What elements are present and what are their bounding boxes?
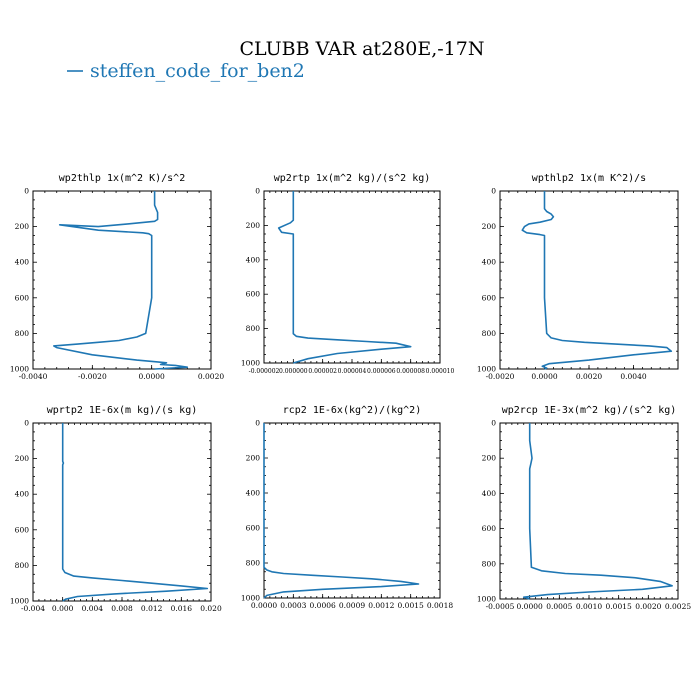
y-tick-label: 400	[246, 255, 261, 264]
x-tick-label: -0.000002	[249, 368, 280, 375]
series-line	[61, 423, 209, 602]
y-tick-label: 400	[15, 490, 30, 499]
y-tick-label: 1000	[477, 595, 496, 604]
panel-3: wpthlp2 1x(m K^2)/s 0 200 400 600 800 1000-0.0…	[477, 173, 679, 381]
x-tick-label: 0.012	[141, 604, 163, 613]
y-tick-label: 800	[246, 559, 261, 568]
y-tick-label: 1000	[241, 594, 260, 603]
panel-title: wp2rcp 1E-3x(m^2 kg)/(s^2 kg)	[502, 405, 677, 416]
x-tick-label: 0.0010	[576, 602, 602, 611]
x-tick-label: -0.004	[21, 604, 45, 613]
legend-label: steffen_code_for_ben2	[90, 60, 305, 82]
x-tick-label: 0.0015	[398, 601, 424, 610]
x-tick-label: -0.0020	[486, 372, 515, 381]
panel-2: wp2rtp 1x(m^2 kg)/(s^2 kg) 0 200 400 600 800 1…	[241, 173, 455, 375]
panel-4: wprtp2 1E-6x(m kg)/(s kg) 0 200 400 600 800 10…	[10, 405, 222, 613]
plot-frame	[263, 190, 441, 364]
y-tick-label: 0	[491, 187, 496, 196]
x-tick-label: 0.000010	[426, 368, 455, 375]
x-tick-label: 0.0000	[251, 601, 277, 610]
plot-frame	[32, 190, 212, 370]
x-tick-label: 0.000002	[308, 368, 337, 375]
x-tick-label: 0.000006	[367, 368, 396, 375]
y-tick-label: 600	[15, 525, 30, 534]
panel-title: rcp2 1E-6x(kg^2)/(kg^2)	[283, 405, 421, 416]
x-tick-label: 0.000000	[279, 368, 308, 375]
y-tick-label: 200	[15, 222, 30, 231]
x-tick-label: 0.0018	[427, 601, 453, 610]
y-tick-label: 400	[15, 258, 30, 267]
series-line	[263, 423, 420, 599]
y-tick-label: 600	[482, 293, 497, 302]
y-tick-label: 800	[246, 324, 261, 333]
x-tick-label: 0.0000	[531, 372, 557, 381]
x-tick-label: 0.020	[200, 604, 222, 613]
y-tick-label: 200	[482, 222, 497, 231]
y-tick-label: 400	[482, 258, 497, 267]
x-tick-label: 0.016	[171, 604, 193, 613]
x-tick-label: 0.0005	[546, 602, 572, 611]
plot-frame	[263, 422, 441, 599]
panel-title: wp2rtp 1x(m^2 kg)/(s^2 kg)	[274, 173, 431, 184]
y-tick-label: 0	[24, 419, 29, 428]
y-tick-label: 0	[255, 187, 260, 196]
y-tick-label: 1000	[10, 365, 29, 374]
y-tick-label: 800	[482, 559, 497, 568]
x-tick-label: 0.000	[52, 604, 74, 613]
y-tick-label: 600	[482, 524, 497, 533]
x-tick-label: 0.0040	[620, 372, 646, 381]
panel-title: wpthlp2 1x(m K^2)/s	[532, 173, 646, 184]
y-tick-label: 800	[15, 561, 30, 570]
x-tick-label: 0.000004	[338, 368, 367, 375]
series-line	[52, 191, 189, 370]
y-tick-label: 800	[482, 329, 497, 338]
series-line	[521, 191, 673, 370]
x-tick-label: 0.0003	[280, 601, 306, 610]
panel-title: wprtp2 1E-6x(m kg)/(s kg)	[47, 405, 198, 416]
y-tick-label: 200	[246, 221, 261, 230]
y-tick-label: 400	[246, 489, 261, 498]
y-tick-label: 200	[15, 454, 30, 463]
x-tick-label: 0.0020	[635, 602, 661, 611]
y-tick-label: 0	[24, 187, 29, 196]
y-tick-label: 600	[15, 293, 30, 302]
x-tick-label: 0.000008	[396, 368, 425, 375]
y-tick-label: 200	[482, 454, 497, 463]
x-tick-label: 0.0020	[576, 372, 602, 381]
y-tick-label: 200	[246, 454, 261, 463]
panel-1: wp2thlp 1x(m^2 K)/s^202004006008001000-0…	[10, 173, 224, 381]
series-line	[277, 191, 412, 364]
y-tick-label: 400	[482, 489, 497, 498]
y-tick-label: 0	[491, 419, 496, 428]
plot-frame	[32, 422, 212, 602]
x-tick-label: 0.0015	[606, 602, 632, 611]
y-tick-label: 600	[246, 524, 261, 533]
x-tick-label: -0.0005	[486, 602, 515, 611]
x-tick-label: 0.004	[82, 604, 104, 613]
x-tick-label: 0.0000	[517, 602, 543, 611]
y-tick-label: 1000	[477, 365, 496, 374]
plot-frame	[499, 422, 679, 600]
x-tick-label: 0.0012	[368, 601, 394, 610]
series-line	[522, 423, 673, 600]
x-tick-label: -0.0040	[19, 372, 48, 381]
y-tick-label: 1000	[241, 359, 260, 368]
y-tick-label: 800	[15, 329, 30, 338]
x-tick-label: -0.0020	[78, 372, 107, 381]
panel-6: wp2rcp 1E-3x(m^2 kg)/(s^2 kg) 0 200 400 600 8…	[477, 405, 691, 611]
y-tick-label: 1000	[10, 597, 29, 606]
x-tick-label: 0.0000	[139, 372, 165, 381]
x-tick-label: 0.0009	[339, 601, 365, 610]
x-tick-label: 0.0025	[665, 602, 691, 611]
y-tick-label: 600	[246, 290, 261, 299]
y-tick-label: 0	[255, 419, 260, 428]
x-tick-label: 0.0020	[198, 372, 224, 381]
panel-title: wp2thlp 1x(m^2 K)/s^2	[59, 173, 185, 184]
x-tick-label: 0.008	[111, 604, 133, 613]
panel-5: rcp2 1E-6x(kg^2)/(kg^2) 0 200 400 600 800 1000…	[241, 405, 453, 610]
x-tick-label: 0.0006	[310, 601, 336, 610]
figure-title: CLUBB VAR at280E,-17N	[240, 38, 485, 60]
